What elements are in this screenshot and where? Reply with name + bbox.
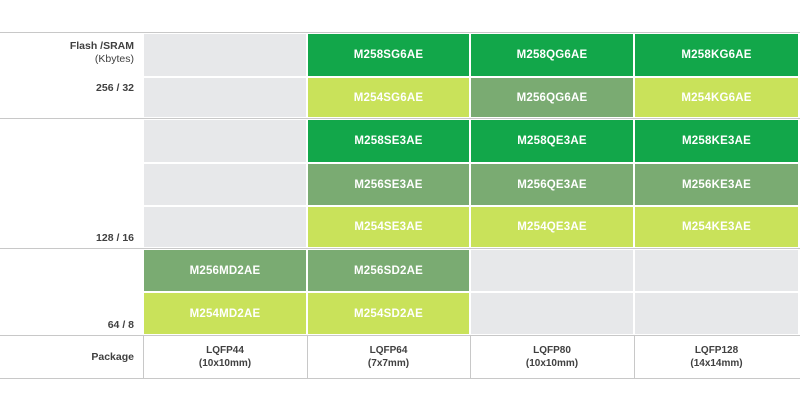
part-cell: M258KE3AE: [634, 119, 799, 163]
part-cell: M254SE3AE: [307, 206, 470, 248]
part-cell: M258SE3AE: [307, 119, 470, 163]
empty-cell: [143, 206, 307, 248]
row-divider: [0, 335, 800, 336]
flash-sram-unit: (Kbytes): [94, 53, 134, 65]
empty-cell: [143, 163, 307, 206]
empty-cell: [634, 292, 799, 335]
package-lqfp44: LQFP44 (10x10mm): [143, 344, 307, 370]
part-cell: M256SE3AE: [307, 163, 470, 206]
part-cell: M254SG6AE: [307, 77, 470, 118]
top-rule: [0, 32, 800, 33]
package-size: (7x7mm): [367, 358, 410, 369]
package-label: Package: [91, 351, 134, 363]
package-name: LQFP64: [369, 345, 408, 356]
part-cell: M256KE3AE: [634, 163, 799, 206]
part-cell: M254MD2AE: [143, 292, 307, 335]
package-lqfp80: LQFP80 (10x10mm): [470, 344, 634, 370]
part-cell: M254SD2AE: [307, 292, 470, 335]
flash-sram-label: Flash /SRAM (Kbytes): [70, 40, 134, 66]
column-divider: [634, 336, 635, 378]
part-cell: M254KE3AE: [634, 206, 799, 248]
part-cell: M258QG6AE: [470, 33, 634, 77]
group-label-64: 64 / 8: [107, 319, 134, 331]
empty-cell: [634, 249, 799, 292]
row-divider: [0, 118, 800, 119]
part-cell: M256SD2AE: [307, 249, 470, 292]
package-size: (10x10mm): [525, 358, 579, 369]
package-lqfp64: LQFP64 (7x7mm): [307, 344, 470, 370]
column-divider: [470, 336, 471, 378]
empty-cell: [470, 249, 634, 292]
column-divider: [143, 336, 144, 378]
part-cell: M256MD2AE: [143, 249, 307, 292]
package-size: (14x14mm): [690, 358, 743, 369]
part-cell: M256QG6AE: [470, 77, 634, 118]
part-cell: M258SG6AE: [307, 33, 470, 77]
bottom-rule: [0, 378, 800, 379]
part-cell: M258QE3AE: [470, 119, 634, 163]
empty-cell: [143, 33, 307, 77]
empty-cell: [470, 292, 634, 335]
group-label-128: 128 / 16: [96, 232, 134, 244]
part-cell: M254QE3AE: [470, 206, 634, 248]
part-cell: M258KG6AE: [634, 33, 799, 77]
row-divider: [0, 248, 800, 249]
package-name: LQFP80: [533, 345, 571, 356]
package-name: LQFP128: [694, 345, 739, 356]
part-cell: M256QE3AE: [470, 163, 634, 206]
package-name: LQFP44: [206, 345, 244, 356]
empty-cell: [143, 77, 307, 118]
column-divider: [307, 336, 308, 378]
package-lqfp128: LQFP128 (14x14mm): [634, 344, 799, 370]
group-label-256: 256 / 32: [96, 82, 134, 94]
part-cell: M254KG6AE: [634, 77, 799, 118]
empty-cell: [143, 119, 307, 163]
package-size: (10x10mm): [198, 358, 252, 369]
flash-sram-title: Flash /SRAM: [69, 40, 134, 52]
